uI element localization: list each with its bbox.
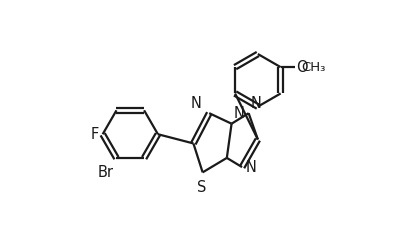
Text: Br: Br bbox=[98, 165, 114, 180]
Text: S: S bbox=[197, 180, 206, 195]
Text: N: N bbox=[234, 106, 244, 121]
Text: O: O bbox=[296, 60, 308, 75]
Text: N: N bbox=[245, 160, 256, 174]
Text: N: N bbox=[191, 96, 202, 111]
Text: F: F bbox=[90, 127, 99, 142]
Text: CH₃: CH₃ bbox=[301, 61, 325, 74]
Text: N: N bbox=[251, 96, 262, 111]
